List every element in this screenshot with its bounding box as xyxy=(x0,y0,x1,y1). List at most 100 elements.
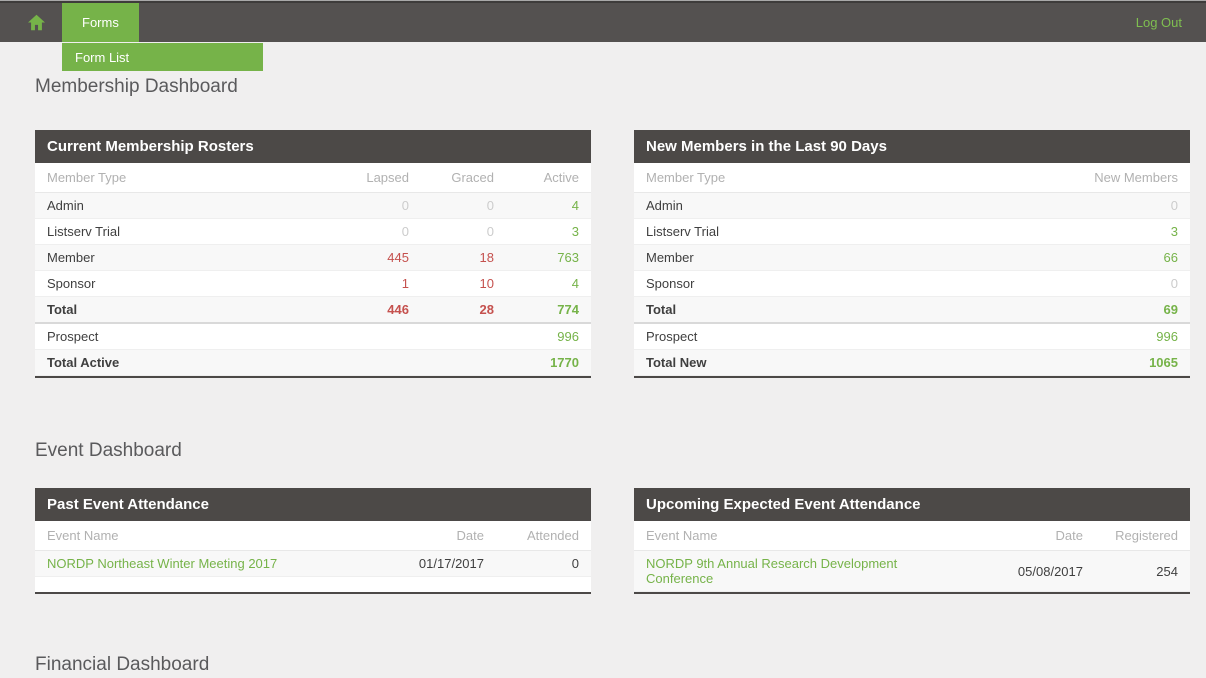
rosters-card-title: Current Membership Rosters xyxy=(35,130,591,163)
home-button[interactable] xyxy=(26,14,46,32)
member-type-cell: Sponsor xyxy=(35,270,336,297)
active-cell: 763 xyxy=(506,244,591,271)
member-type-cell: Listserv Trial xyxy=(35,218,336,245)
logout-label: Log Out xyxy=(1135,15,1182,30)
col-event-name: Event Name xyxy=(35,521,378,551)
member-type-cell: Admin xyxy=(35,192,336,219)
active-cell: 996 xyxy=(506,322,591,350)
lapsed-cell: 0 xyxy=(336,218,421,245)
total-row: Total 69 xyxy=(634,296,1190,324)
graced-cell xyxy=(421,349,506,376)
table-row: Prospect 996 xyxy=(35,322,591,350)
event-tables-row: Past Event Attendance Event Name Date At… xyxy=(35,488,1190,594)
col-date: Date xyxy=(378,521,496,551)
lapsed-cell: 446 xyxy=(336,296,421,324)
nav-item-forms[interactable]: Forms xyxy=(62,3,139,42)
graced-cell: 10 xyxy=(421,270,506,297)
member-type-cell: Total New xyxy=(634,349,1070,376)
window-top-edge xyxy=(0,0,1206,1)
active-cell: 4 xyxy=(506,270,591,297)
table-row: Listserv Trial 3 xyxy=(634,218,1190,245)
member-type-cell: Prospect xyxy=(634,322,1070,350)
event-attended-cell: 0 xyxy=(496,550,591,577)
table-row: NORDP 9th Annual Research Development Co… xyxy=(634,550,1190,592)
logout-button[interactable]: Log Out xyxy=(1136,15,1182,30)
event-dashboard-heading: Event Dashboard xyxy=(35,440,182,461)
column-header-row: Event Name Date Registered xyxy=(634,521,1190,551)
past-event-attendance-card: Past Event Attendance Event Name Date At… xyxy=(35,488,591,594)
new-members-cell: 1065 xyxy=(1070,349,1190,376)
new-members-cell: 69 xyxy=(1070,296,1190,324)
past-events-table: Event Name Date Attended NORDP Northeast… xyxy=(35,521,591,577)
membership-dashboard-heading: Membership Dashboard xyxy=(35,76,238,97)
upcoming-event-attendance-card: Upcoming Expected Event Attendance Event… xyxy=(634,488,1190,594)
event-link[interactable]: NORDP 9th Annual Research Development Co… xyxy=(646,556,898,586)
col-new-members: New Members xyxy=(1070,163,1190,193)
table-row: Sponsor 0 xyxy=(634,270,1190,297)
event-date-cell: 05/08/2017 xyxy=(977,550,1095,592)
col-lapsed: Lapsed xyxy=(336,163,421,193)
upcoming-events-table: Event Name Date Registered NORDP 9th Ann… xyxy=(634,521,1190,592)
new-members-cell: 0 xyxy=(1070,270,1190,297)
lapsed-cell: 1 xyxy=(336,270,421,297)
membership-tables-row: Current Membership Rosters Member Type L… xyxy=(35,130,1190,378)
event-registered-cell: 254 xyxy=(1095,550,1190,592)
member-type-cell: Member xyxy=(634,244,1070,271)
table-row: Member 66 xyxy=(634,244,1190,271)
graced-cell: 0 xyxy=(421,218,506,245)
past-events-card-title: Past Event Attendance xyxy=(35,488,591,521)
member-type-cell: Sponsor xyxy=(634,270,1070,297)
col-graced: Graced xyxy=(421,163,506,193)
table-row: Sponsor 1 10 4 xyxy=(35,270,591,297)
graced-cell: 0 xyxy=(421,192,506,219)
table-row: Member 445 18 763 xyxy=(35,244,591,271)
event-name-cell: NORDP 9th Annual Research Development Co… xyxy=(634,550,977,592)
column-header-row: Member Type New Members xyxy=(634,163,1190,193)
new-members-card: New Members in the Last 90 Days Member T… xyxy=(634,130,1190,378)
active-cell: 4 xyxy=(506,192,591,219)
col-date: Date xyxy=(977,521,1095,551)
table-row: NORDP Northeast Winter Meeting 2017 01/1… xyxy=(35,550,591,577)
event-name-cell: NORDP Northeast Winter Meeting 2017 xyxy=(35,550,378,577)
table-row: Listserv Trial 0 0 3 xyxy=(35,218,591,245)
new-members-cell: 3 xyxy=(1070,218,1190,245)
col-member-type: Member Type xyxy=(634,163,1070,193)
active-cell: 774 xyxy=(506,296,591,324)
graced-cell xyxy=(421,322,506,350)
lapsed-cell xyxy=(336,322,421,350)
total-row: Total 446 28 774 xyxy=(35,296,591,324)
table-row: Admin 0 0 4 xyxy=(35,192,591,219)
table-row: Admin 0 xyxy=(634,192,1190,219)
form-list-label: Form List xyxy=(75,49,130,65)
member-type-cell: Total Active xyxy=(35,349,336,376)
member-type-cell: Total xyxy=(35,296,336,324)
active-cell: 3 xyxy=(506,218,591,245)
total-new-row: Total New 1065 xyxy=(634,349,1190,376)
lapsed-cell: 445 xyxy=(336,244,421,271)
event-link[interactable]: NORDP Northeast Winter Meeting 2017 xyxy=(47,556,278,571)
upcoming-events-card-title: Upcoming Expected Event Attendance xyxy=(634,488,1190,521)
member-type-cell: Admin xyxy=(634,192,1070,219)
graced-cell: 28 xyxy=(421,296,506,324)
new-members-table: Member Type New Members Admin 0 Listserv… xyxy=(634,163,1190,376)
main-content: Membership Dashboard Current Membership … xyxy=(0,76,1206,676)
member-type-cell: Member xyxy=(35,244,336,271)
col-event-name: Event Name xyxy=(634,521,977,551)
current-membership-rosters-card: Current Membership Rosters Member Type L… xyxy=(35,130,591,378)
home-icon xyxy=(27,14,46,31)
member-type-cell: Total xyxy=(634,296,1070,324)
lapsed-cell: 0 xyxy=(336,192,421,219)
nav-item-forms-label: Forms xyxy=(82,15,119,30)
col-active: Active xyxy=(506,163,591,193)
col-member-type: Member Type xyxy=(35,163,336,193)
graced-cell: 18 xyxy=(421,244,506,271)
forms-dropdown-item-form-list[interactable]: Form List xyxy=(62,43,263,71)
new-members-cell: 996 xyxy=(1070,322,1190,350)
financial-dashboard-heading: Financial Dashboard xyxy=(35,654,210,675)
event-date-cell: 01/17/2017 xyxy=(378,550,496,577)
new-members-cell: 0 xyxy=(1070,192,1190,219)
new-members-card-title: New Members in the Last 90 Days xyxy=(634,130,1190,163)
active-cell: 1770 xyxy=(506,349,591,376)
rosters-table: Member Type Lapsed Graced Active Admin 0… xyxy=(35,163,591,376)
col-attended: Attended xyxy=(496,521,591,551)
